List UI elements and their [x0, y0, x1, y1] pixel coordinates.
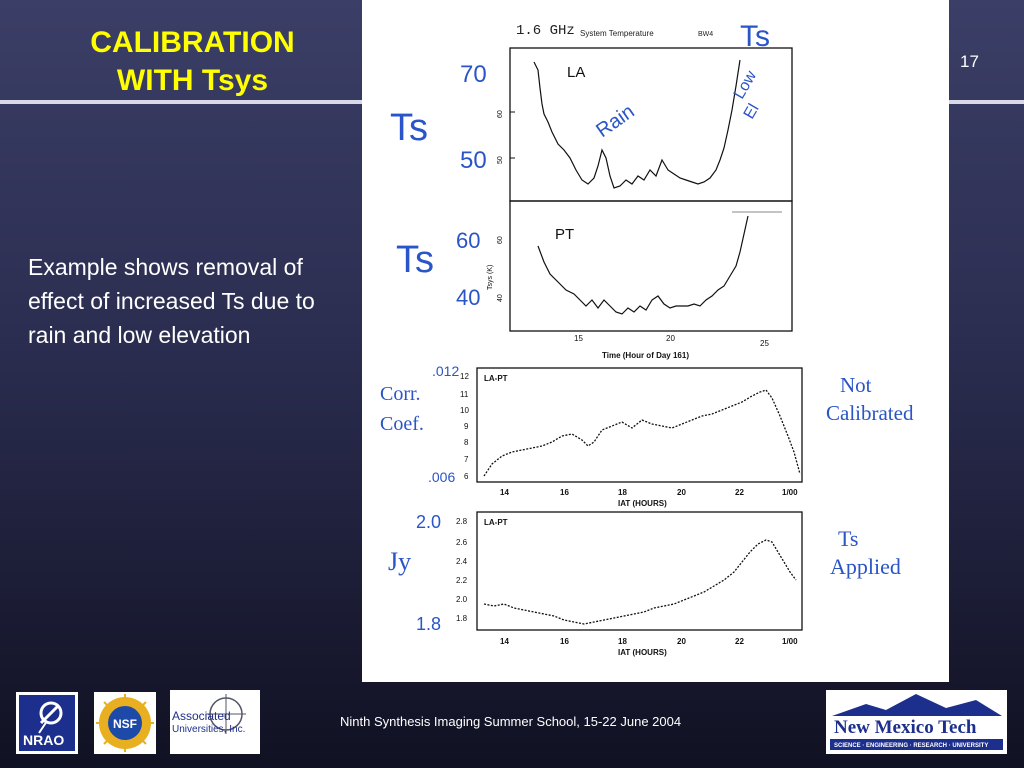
pt-xlabel: Time (Hour of Day 161) — [602, 351, 689, 360]
jy-ytick: 2.0 — [456, 595, 468, 604]
corr-ytick: 10 — [460, 406, 469, 415]
scanned-figure: 1.6 GHz System Temperature BW4 Ts LA 60 … — [362, 0, 949, 682]
jy-ytick: 2.8 — [456, 517, 468, 526]
jy-ytick: 2.4 — [456, 557, 468, 566]
hw-20: 2.0 — [416, 512, 441, 532]
panel-pt-label: PT — [555, 226, 574, 243]
panel-jy-frame — [476, 511, 803, 631]
corr-ytick: 8 — [464, 438, 469, 447]
hw-006: .006 — [428, 469, 455, 485]
nmt-name: New Mexico Tech — [834, 717, 977, 738]
jy-xtick: 16 — [560, 637, 569, 646]
panel-pt-frame — [509, 200, 793, 332]
corr-xtick: 16 — [560, 488, 569, 497]
hw-el: El — [741, 101, 763, 122]
corr-xtick: 18 — [618, 488, 627, 497]
nmt-tagline: SCIENCE · ENGINEERING · RESEARCH · UNIVE… — [834, 743, 988, 749]
jy-xtick: 22 — [735, 637, 744, 646]
panel-pt-ylabel: Tsys (K) — [487, 265, 494, 290]
hw-rain: Rain — [592, 100, 638, 142]
hw-calibrated: Calibrated — [826, 401, 914, 425]
hw-low: Low — [731, 68, 761, 102]
nsf-logo[interactable]: NSF — [94, 692, 156, 754]
corr-xtick: 22 — [735, 488, 744, 497]
footer-text: Ninth Synthesis Imaging Summer School, 1… — [340, 714, 682, 729]
hw-012: .012 — [432, 363, 459, 379]
hw-coef: Coef. — [380, 413, 424, 435]
jy-ytick: 2.6 — [456, 538, 468, 547]
panel-jy-label: LA-PT — [484, 518, 508, 527]
title-line-1: CALIBRATION — [90, 26, 295, 59]
hw-40: 40 — [456, 285, 480, 310]
slide-title: CALIBRATION WITH Tsys — [20, 24, 365, 100]
plot-title: System Temperature — [580, 29, 654, 38]
plot-code: BW4 — [698, 31, 713, 38]
title-line-2: WITH Tsys — [116, 64, 269, 97]
jy-xtick: 18 — [618, 637, 627, 646]
hw-ts-left-1: Ts — [390, 107, 428, 149]
jy-xtick: 14 — [500, 637, 509, 646]
nmt-logo-mark: New Mexico Tech SCIENCE · ENGINEERING · … — [830, 694, 1003, 750]
panel-la-tick-50: 50 — [497, 156, 504, 164]
corr-ytick: 12 — [460, 372, 469, 381]
jy-ytick: 2.2 — [456, 576, 468, 585]
jy-xtick: 1/00 — [782, 637, 798, 646]
hw-not: Not — [840, 373, 872, 397]
pt-xtick-15: 15 — [574, 334, 583, 343]
corr-xtick: 20 — [677, 488, 686, 497]
hw-50: 50 — [460, 147, 487, 174]
figure-svg: 1.6 GHz System Temperature BW4 Ts LA 60 … — [380, 20, 914, 657]
corr-xlabel: IAT (HOURS) — [618, 499, 667, 508]
panel-corr-frame — [476, 367, 803, 483]
hw-ts-left-2: Ts — [396, 239, 434, 281]
nrao-logo[interactable]: NRAO — [16, 692, 78, 754]
pt-xtick-25: 25 — [760, 339, 769, 348]
jy-xlabel: IAT (HOURS) — [618, 648, 667, 657]
aui-line-2: Universities, Inc. — [172, 724, 245, 735]
body-text: Example shows removal of effect of incre… — [28, 254, 315, 348]
aui-line-1: Associated — [172, 709, 231, 723]
hw-ts-applied-2: Applied — [830, 554, 901, 579]
panel-pt-tick-60: 60 — [497, 236, 504, 244]
corr-ytick: 6 — [464, 472, 469, 481]
nrao-logo-mark: NRAO — [23, 701, 64, 748]
pt-xtick-20: 20 — [666, 334, 675, 343]
hw-jy: Jy — [388, 547, 411, 576]
corr-ytick: 7 — [464, 455, 469, 464]
corr-ytick: 9 — [464, 422, 469, 431]
corr-xtick: 14 — [500, 488, 509, 497]
jy-ytick: 1.8 — [456, 614, 468, 623]
nmt-logo[interactable]: New Mexico Tech SCIENCE · ENGINEERING · … — [826, 690, 1007, 754]
jy-scatter — [483, 539, 797, 625]
aui-logo[interactable]: Associated Universities, Inc. — [170, 690, 260, 754]
slide-number: 17 — [960, 52, 979, 71]
nsf-wordmark: NSF — [113, 717, 137, 731]
panel-corr-label: LA-PT — [484, 374, 508, 383]
hw-18: 1.8 — [416, 614, 441, 634]
freq-label: 1.6 GHz — [516, 23, 575, 39]
aui-logo-mark: Associated Universities, Inc. — [172, 694, 246, 735]
panel-la-label: LA — [567, 64, 585, 81]
hw-70: 70 — [460, 61, 487, 88]
la-ts-curve — [533, 59, 741, 189]
hw-60: 60 — [456, 228, 480, 253]
hw-corr: Corr. — [380, 383, 421, 405]
corr-ytick: 11 — [460, 390, 469, 399]
nsf-logo-mark: NSF — [96, 694, 154, 752]
panel-la-tick-60: 60 — [497, 110, 504, 118]
pt-ts-curve — [537, 215, 749, 315]
corr-scatter — [483, 389, 801, 477]
corr-xtick: 1/00 — [782, 488, 798, 497]
panel-pt-tick-40: 40 — [497, 294, 504, 302]
hw-ts-applied-1: Ts — [838, 526, 858, 551]
nrao-wordmark: NRAO — [23, 732, 64, 748]
jy-xtick: 20 — [677, 637, 686, 646]
